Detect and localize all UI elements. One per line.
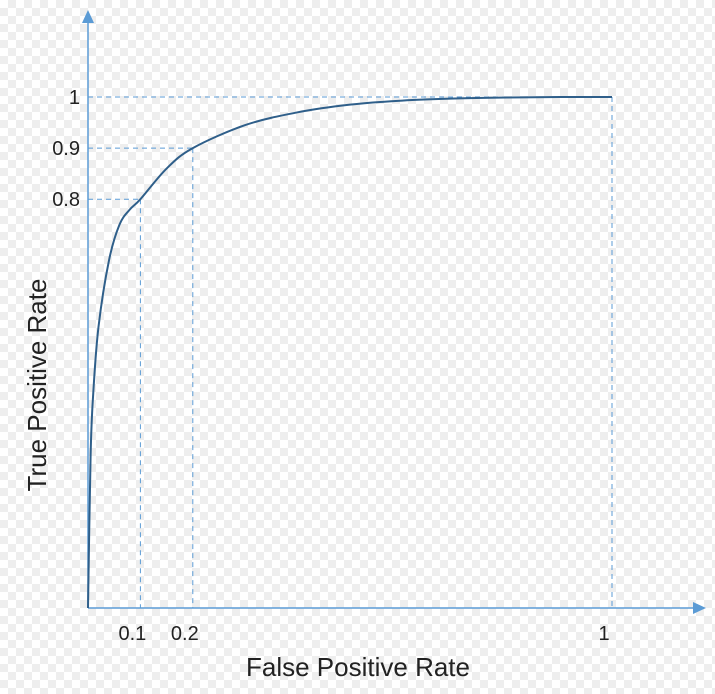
x-tick-label: 1 [598,623,609,645]
y-tick-labels: 0.8 0.9 1 [52,87,80,211]
y-tick-label: 1 [69,87,80,109]
roc-curve [87,95,613,609]
x-axis-title: False Positive Rate [246,652,470,682]
y-tick-label: 0.9 [52,138,80,160]
y-tick-label: 0.8 [52,189,80,211]
guide-lines [88,96,613,608]
x-tick-labels: 0.1 0.2 1 [118,623,609,645]
y-axis-title: True Positive Rate [22,279,52,492]
x-tick-label: 0.2 [171,623,199,645]
x-tick-label: 0.1 [118,623,146,645]
